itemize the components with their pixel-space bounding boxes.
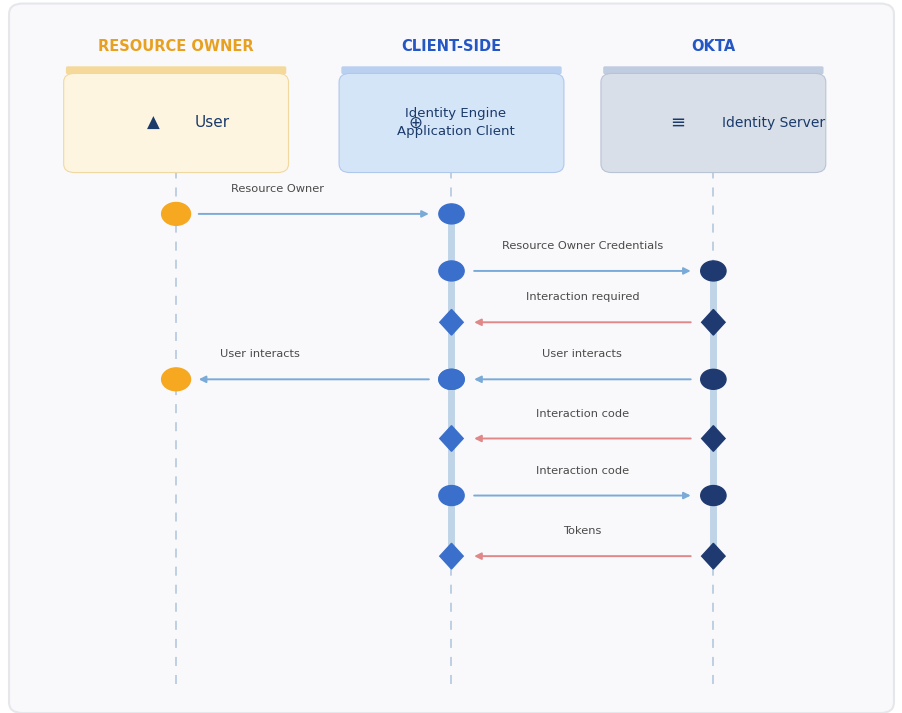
FancyBboxPatch shape [63,73,289,173]
Polygon shape [439,543,463,569]
Text: User interacts: User interacts [542,349,621,359]
Text: Interaction code: Interaction code [535,409,629,419]
Text: Interaction required: Interaction required [525,292,639,302]
Text: User interacts: User interacts [219,349,299,359]
Circle shape [700,486,725,506]
Text: CLIENT-SIDE: CLIENT-SIDE [401,39,501,54]
Text: ≡: ≡ [669,114,684,132]
Text: Interaction code: Interaction code [535,466,629,476]
Polygon shape [701,309,724,335]
FancyBboxPatch shape [603,66,823,74]
Polygon shape [701,426,724,451]
FancyBboxPatch shape [9,4,893,713]
FancyBboxPatch shape [601,73,824,173]
Text: Identity Engine
Application Client: Identity Engine Application Client [397,108,514,138]
Text: Resource Owner Credentials: Resource Owner Credentials [502,241,662,251]
FancyBboxPatch shape [66,66,286,74]
Polygon shape [439,426,463,451]
Polygon shape [439,309,463,335]
Text: Identity Server: Identity Server [722,116,824,130]
Polygon shape [701,543,724,569]
Circle shape [161,202,190,225]
Circle shape [700,369,725,389]
Text: ⊕: ⊕ [408,114,422,132]
Circle shape [438,261,464,281]
Text: Tokens: Tokens [563,526,601,536]
Circle shape [438,369,464,389]
Circle shape [700,261,725,281]
Circle shape [438,486,464,506]
Text: Resource Owner: Resource Owner [231,184,324,194]
Text: ▲: ▲ [147,114,160,132]
Circle shape [161,368,190,391]
Text: OKTA: OKTA [690,39,735,54]
Circle shape [438,204,464,224]
Text: RESOURCE OWNER: RESOURCE OWNER [98,39,253,54]
Text: User: User [194,116,229,130]
FancyBboxPatch shape [339,73,563,173]
Circle shape [438,369,464,389]
FancyBboxPatch shape [341,66,561,74]
